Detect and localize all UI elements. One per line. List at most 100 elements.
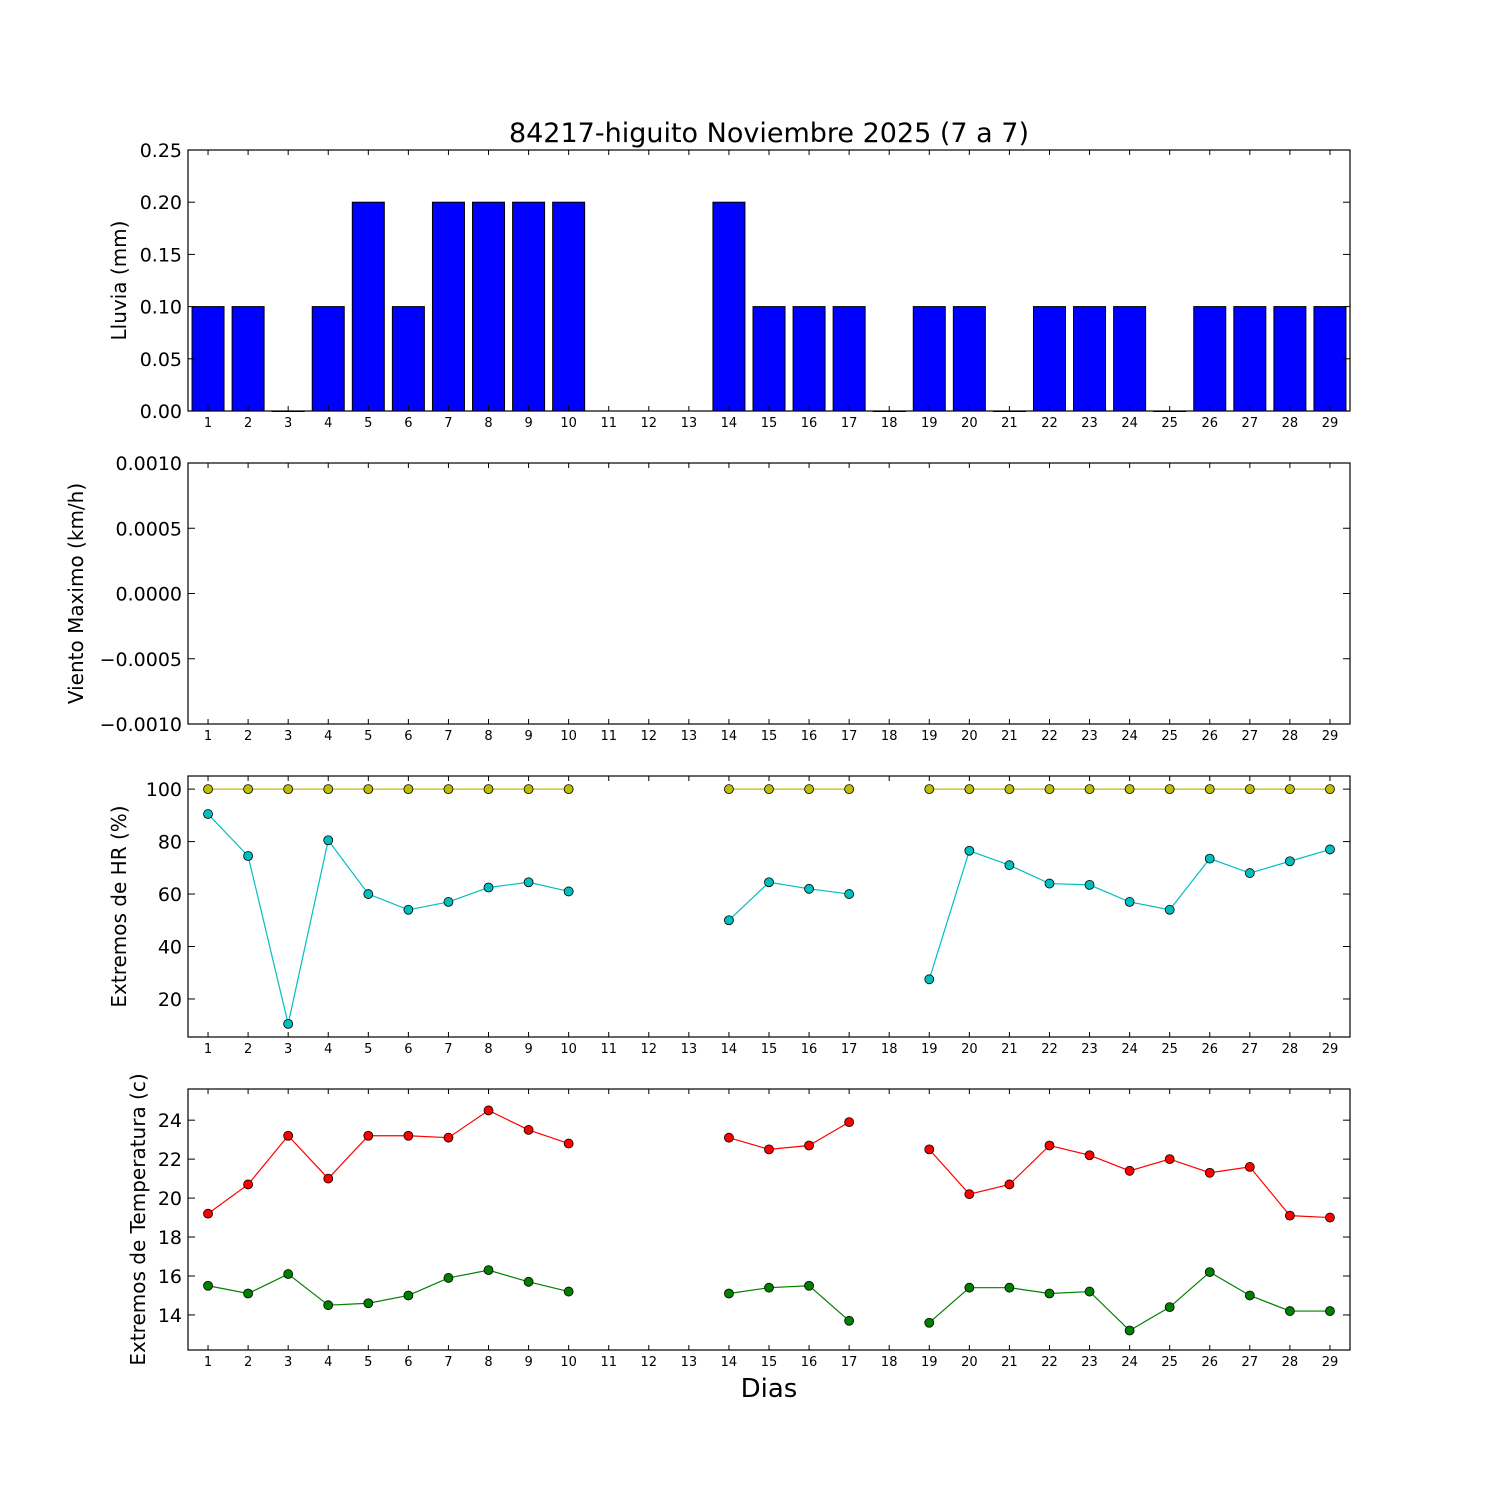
x-tick-label: 27: [1242, 1355, 1259, 1370]
x-tick-label: 7: [444, 416, 452, 431]
y-tick-label: 0.25: [140, 140, 182, 162]
series-2-point-day-24: [1124, 897, 1135, 907]
series-1-point-day-27: [1244, 1162, 1255, 1172]
x-tick-label: 1: [204, 729, 212, 744]
x-tick-label: 16: [801, 416, 818, 431]
series-2-point-day-23: [1084, 879, 1095, 890]
x-tick-label: 22: [1041, 729, 1058, 744]
series-2-point-day-6: [403, 1290, 414, 1301]
series-1-point-day-6: [403, 784, 414, 795]
series-1-point-day-7: [443, 784, 454, 795]
series-1-point-day-10: [563, 1138, 574, 1149]
x-tick-label: 24: [1121, 729, 1138, 744]
x-tick-label: 21: [1001, 416, 1018, 431]
series-2-point-day-29: [1325, 844, 1335, 855]
series-2-point-day-17: [844, 889, 855, 899]
x-tick-label: 24: [1121, 416, 1138, 431]
x-tick-label: 18: [881, 1042, 898, 1057]
x-tick-label: 15: [761, 416, 778, 431]
series-2-point-day-8: [483, 1265, 494, 1276]
x-tick-label: 26: [1201, 1042, 1218, 1057]
y-tick-label: 40: [158, 937, 182, 959]
series-2-point-day-19: [924, 974, 935, 985]
x-tick-label: 10: [560, 416, 577, 431]
series-2-point-day-28: [1284, 1306, 1295, 1316]
series-1-point-day-14: [724, 1132, 734, 1143]
x-tick-label: 16: [801, 1355, 818, 1370]
y-tick-label: 80: [158, 832, 182, 854]
series-1-point-day-17: [844, 1117, 855, 1128]
bar-day-9: [512, 201, 546, 412]
series-1-point-day-28: [1284, 1210, 1295, 1221]
bar-day-17: [832, 306, 866, 412]
bar-day-26: [1193, 306, 1227, 412]
x-tick-label: 16: [801, 729, 818, 744]
x-tick-label: 6: [404, 729, 412, 744]
series-1-point-day-16: [804, 784, 814, 795]
x-tick-label: 19: [921, 416, 938, 431]
series-1-point-day-23: [1084, 784, 1095, 795]
x-tick-label: 13: [681, 1355, 698, 1370]
y-tick-label: 0.20: [140, 192, 182, 214]
series-1-point-day-19: [924, 784, 935, 795]
series-2-point-day-2: [243, 851, 254, 861]
series-2-point-day-22: [1044, 878, 1055, 889]
series-1-point-day-28: [1284, 784, 1295, 795]
x-tick-label: 14: [721, 1042, 738, 1057]
x-tick-label: 16: [801, 1042, 818, 1057]
series-1-point-day-16: [804, 1140, 814, 1151]
x-tick-label: 27: [1242, 416, 1259, 431]
x-tick-label: 22: [1041, 1355, 1058, 1370]
series-2-point-day-1: [203, 1280, 213, 1291]
x-tick-label: 11: [600, 729, 617, 744]
series-2-point-day-15: [764, 877, 774, 888]
plot-frame: [187, 775, 1351, 1038]
x-tick-label: 12: [641, 729, 658, 744]
x-tick-label: 10: [560, 1355, 577, 1370]
series-1-point-day-21: [1004, 784, 1015, 795]
series-2-point-day-8: [483, 882, 494, 893]
x-tick-label: 17: [841, 729, 858, 744]
x-tick-label: 15: [761, 1042, 778, 1057]
series-2-point-day-1: [203, 809, 213, 819]
x-tick-label: 8: [484, 1355, 492, 1370]
x-tick-label: 26: [1201, 729, 1218, 744]
series-2-point-day-3: [283, 1018, 294, 1029]
x-tick-label: 28: [1282, 416, 1299, 431]
y-tick-label: 100: [146, 779, 182, 801]
series-2-point-day-24: [1124, 1325, 1135, 1336]
x-tick-label: 19: [921, 1355, 938, 1370]
series-1-point-day-1: [203, 784, 213, 795]
series-2-point-day-16: [804, 1280, 814, 1291]
x-tick-label: 9: [524, 1042, 532, 1057]
series-2-point-day-7: [443, 1273, 454, 1283]
series-2-point-day-5: [363, 889, 374, 899]
series-1-line: [728, 1121, 850, 1150]
x-tick-label: 5: [364, 416, 372, 431]
bar-day-29: [1313, 306, 1347, 412]
bar-day-4: [311, 306, 345, 412]
x-tick-label: 15: [761, 729, 778, 744]
x-tick-label: 22: [1041, 416, 1058, 431]
series-2-point-day-6: [403, 904, 414, 915]
y-tick-label: 0.0005: [116, 518, 182, 540]
x-tick-label: 5: [364, 729, 372, 744]
x-tick-label: 2: [244, 1042, 252, 1057]
series-2-point-day-14: [724, 1288, 734, 1299]
x-tick-label: 3: [284, 1042, 292, 1057]
series-2-point-day-27: [1244, 1290, 1255, 1301]
x-tick-label: 26: [1201, 1355, 1218, 1370]
series-2-point-day-25: [1164, 1302, 1175, 1313]
x-tick-label: 27: [1242, 729, 1259, 744]
series-2-point-day-26: [1204, 853, 1215, 864]
series-2-point-day-9: [523, 1276, 534, 1287]
y-axis-label: Extremos de Temperatura (c): [126, 1073, 150, 1365]
series-1-point-day-6: [403, 1130, 414, 1141]
series-2-point-day-22: [1044, 1288, 1055, 1299]
series-1-point-day-2: [243, 1179, 254, 1190]
bar-day-10: [552, 201, 586, 412]
x-tick-label: 29: [1322, 416, 1339, 431]
series-1-point-day-3: [283, 784, 294, 795]
series-2-line: [207, 1269, 569, 1306]
